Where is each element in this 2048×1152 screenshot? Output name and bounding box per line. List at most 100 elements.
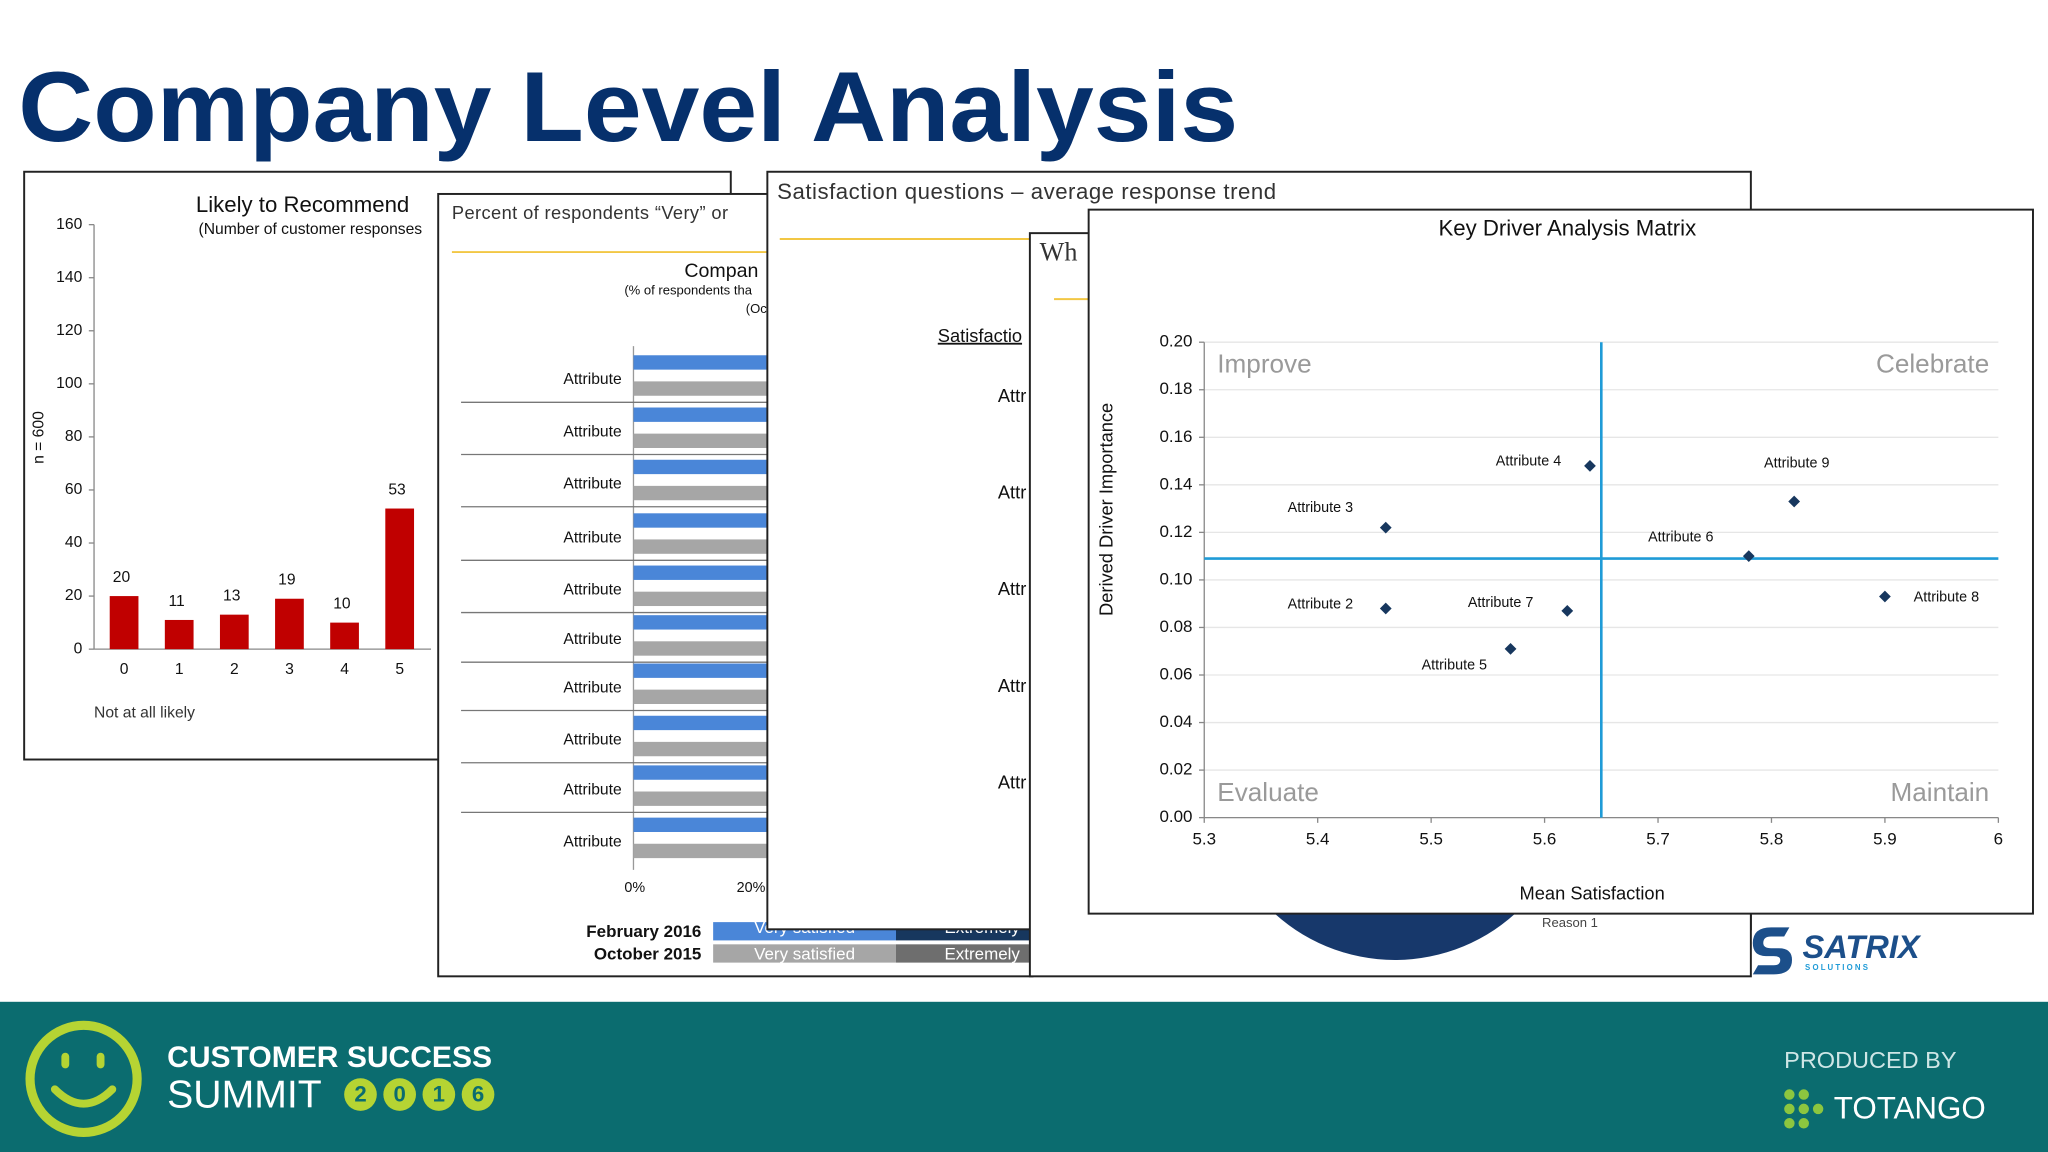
row-label: Attr: [998, 385, 1026, 406]
year-digit: 6: [472, 1082, 484, 1107]
bar-shape: [633, 539, 778, 554]
x-tick-label: 4: [340, 661, 349, 678]
bar-shape: [633, 689, 778, 704]
quadrant-label: Evaluate: [1217, 777, 1319, 807]
y-tick-label: 0.14: [1159, 474, 1192, 493]
card-note: (Oc: [746, 301, 767, 316]
row-label: Attribute: [563, 423, 622, 440]
y-tick-label: 40: [65, 534, 83, 551]
x-tick-label: 5.8: [1760, 829, 1784, 848]
card-note: (% of respondents tha: [624, 283, 752, 298]
dot: [1798, 1118, 1809, 1129]
row-label: Attribute: [563, 476, 622, 493]
bar: [109, 596, 139, 650]
footer-band: [0, 1001, 2048, 1152]
bar-shape: [633, 641, 778, 656]
row-label: Attribute: [563, 371, 622, 388]
bar: [275, 598, 304, 650]
point: [1379, 602, 1392, 615]
y-tick-label: 0.08: [1159, 617, 1192, 636]
legend-text: Very satisfied: [754, 944, 855, 963]
x-axis-label: Mean Satisfaction: [1520, 883, 1665, 904]
y-tick-label: 0.18: [1159, 379, 1192, 398]
axis-label: 0%: [624, 880, 645, 896]
point-label: Attribute 5: [1422, 658, 1487, 674]
bar-shape: [633, 433, 778, 448]
bar: [219, 614, 249, 650]
card-title: Wh: [1040, 238, 1078, 267]
chart-title: Likely to Recommend: [196, 192, 409, 217]
legend-row: October 2015: [594, 944, 702, 963]
bar: [330, 622, 359, 650]
data-label: 13: [223, 588, 241, 605]
row-label: Attr: [998, 772, 1026, 793]
point-label: Attribute 6: [1648, 530, 1713, 546]
y-tick-label: 0.04: [1159, 712, 1192, 731]
pie-label: Reason 1: [1542, 915, 1598, 930]
point: [1379, 521, 1392, 534]
point-label: Attribute 7: [1468, 595, 1533, 611]
x-tick-label: 5.6: [1533, 829, 1557, 848]
row-label: Attr: [998, 482, 1026, 503]
x-tick-label: 5.5: [1419, 829, 1443, 848]
row-label: Attr: [998, 675, 1026, 696]
point: [1504, 642, 1517, 655]
y-tick-label: 100: [56, 375, 82, 392]
year-digit: 2: [354, 1082, 366, 1107]
y-tick-label: 60: [65, 481, 83, 498]
card-title: Satisfaction questions – average respons…: [777, 179, 1276, 204]
y-tick-label: 80: [65, 428, 83, 445]
year-digit: 1: [433, 1082, 445, 1107]
chart-subtitle: (Number of customer responses: [199, 221, 423, 238]
digit-badge: [344, 1078, 377, 1111]
bar-shape: [633, 817, 778, 832]
dot: [1784, 1103, 1795, 1115]
x-tick-label: 5.7: [1646, 829, 1670, 848]
row-label: Attribute: [563, 834, 622, 851]
x-tick-label: 5.4: [1306, 829, 1330, 848]
row-label: Attribute: [563, 582, 622, 599]
producer: TOTANGO: [1834, 1090, 1986, 1125]
quadrant-label: Maintain: [1891, 777, 1990, 807]
legend-box: [896, 944, 1032, 963]
data-label: 10: [333, 595, 351, 612]
y-tick-label: 0.10: [1159, 569, 1192, 588]
x-tick-label: 3: [285, 661, 294, 678]
satrix-logo: SATRIX S O L U T I O N S: [1752, 927, 1922, 975]
y-tick-label: 0.16: [1159, 427, 1192, 446]
bar-shape: [633, 765, 778, 780]
row-label: Attribute: [563, 679, 622, 696]
smiley-eye: [96, 1052, 105, 1069]
dot: [1812, 1103, 1824, 1115]
x-tick-label: 5: [395, 661, 404, 678]
dot: [1798, 1089, 1809, 1100]
axis-label: 20%: [737, 880, 766, 896]
legend-row: February 2016: [586, 922, 701, 941]
dot: [1784, 1089, 1795, 1100]
logo-tag: S O L U T I O N S: [1805, 963, 1868, 972]
point-label: Attribute 4: [1496, 454, 1561, 470]
x-tick-label: 2: [230, 661, 239, 678]
point-label: Attribute 3: [1288, 500, 1353, 516]
bar: [385, 508, 415, 650]
y-tick-label: 160: [56, 216, 82, 233]
y-tick-label: 0: [74, 640, 83, 657]
row-label: Attr: [998, 578, 1026, 599]
scatter-card: Key Driver Analysis Matrix Mean Satisfac…: [1087, 208, 2034, 915]
bar-shape: [633, 459, 778, 475]
bar-shape: [633, 741, 778, 757]
y-tick-label: 20: [65, 587, 83, 604]
bar-shape: [633, 485, 778, 501]
bar: [164, 619, 194, 650]
bar-shape: [633, 355, 778, 370]
y-tick-label: 140: [56, 269, 82, 286]
x-tick-label: 0: [120, 661, 129, 678]
bar-shape: [633, 565, 778, 580]
row-label: Attribute: [563, 732, 622, 749]
bar-shape: [633, 843, 778, 859]
row-label: Attribute: [563, 781, 622, 798]
